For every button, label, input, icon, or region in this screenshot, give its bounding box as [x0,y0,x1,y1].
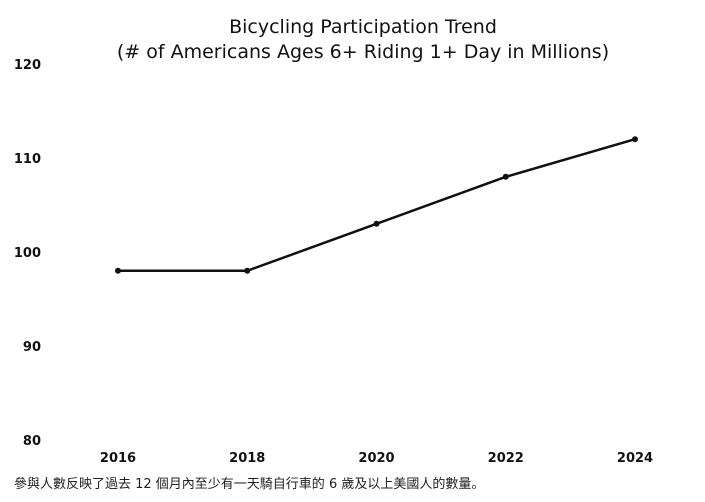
x-tick-label: 2024 [617,451,653,466]
x-tick-label: 2022 [488,451,524,466]
data-point [632,136,638,143]
series-line [116,137,637,273]
y-tick-label: 80 [23,434,41,449]
data-point [373,220,380,227]
x-axis: 2016 2018 2020 2022 2024 [100,451,653,466]
data-points [115,136,638,274]
data-point [244,267,251,274]
y-axis: 80 90 100 110 120 [14,58,41,449]
data-point [502,173,509,180]
caption: 參與人數反映了過去 12 個月內至少有一天騎自行車的 6 歲及以上美國人的數量。 [14,477,485,492]
y-tick-label: 110 [14,152,41,167]
data-point [115,267,121,274]
x-tick-label: 2020 [358,451,394,466]
chart-title: Bicycling Participation Trend [229,16,497,38]
x-tick-label: 2016 [100,451,136,466]
y-tick-label: 120 [14,58,41,73]
y-tick-label: 90 [23,340,41,355]
chart: Bicycling Participation Trend (# of Amer… [14,16,653,466]
x-tick-label: 2018 [229,451,265,466]
chart-subtitle: (# of Americans Ages 6+ Riding 1+ Day in… [117,41,609,63]
y-tick-label: 100 [14,246,41,261]
